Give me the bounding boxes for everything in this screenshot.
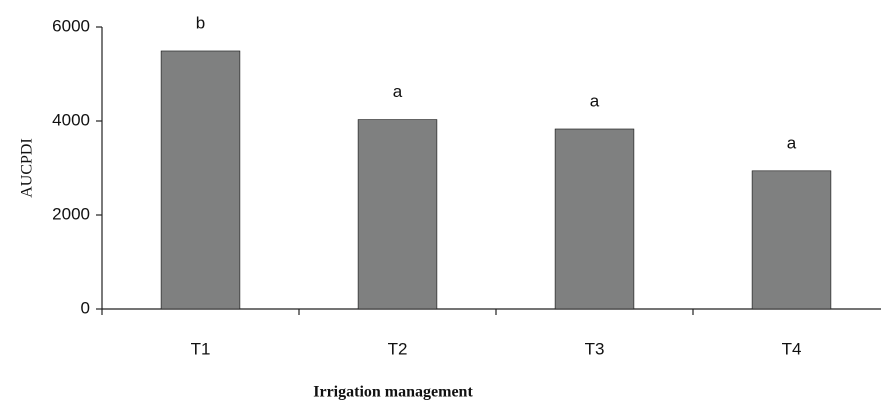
x-tick-label: T3 [585, 339, 605, 358]
y-tick-label: 4000 [52, 110, 90, 129]
significance-letter: a [393, 82, 403, 101]
significance-letter: a [787, 133, 797, 152]
y-tick-label: 0 [81, 298, 90, 317]
bar [751, 170, 832, 310]
x-tick-label: T4 [782, 339, 802, 358]
significance-letter: b [196, 13, 205, 32]
x-axis-label: Irrigation management [313, 384, 473, 401]
bar [160, 50, 241, 310]
y-axis-label: AUCPDI [19, 138, 36, 198]
y-tick-label: 6000 [52, 16, 90, 35]
x-tick-label: T2 [388, 339, 408, 358]
x-tick-label: T1 [191, 339, 211, 358]
bar [554, 128, 635, 310]
significance-letter: a [590, 91, 600, 110]
bar [357, 119, 438, 310]
y-tick-label: 2000 [52, 204, 90, 223]
